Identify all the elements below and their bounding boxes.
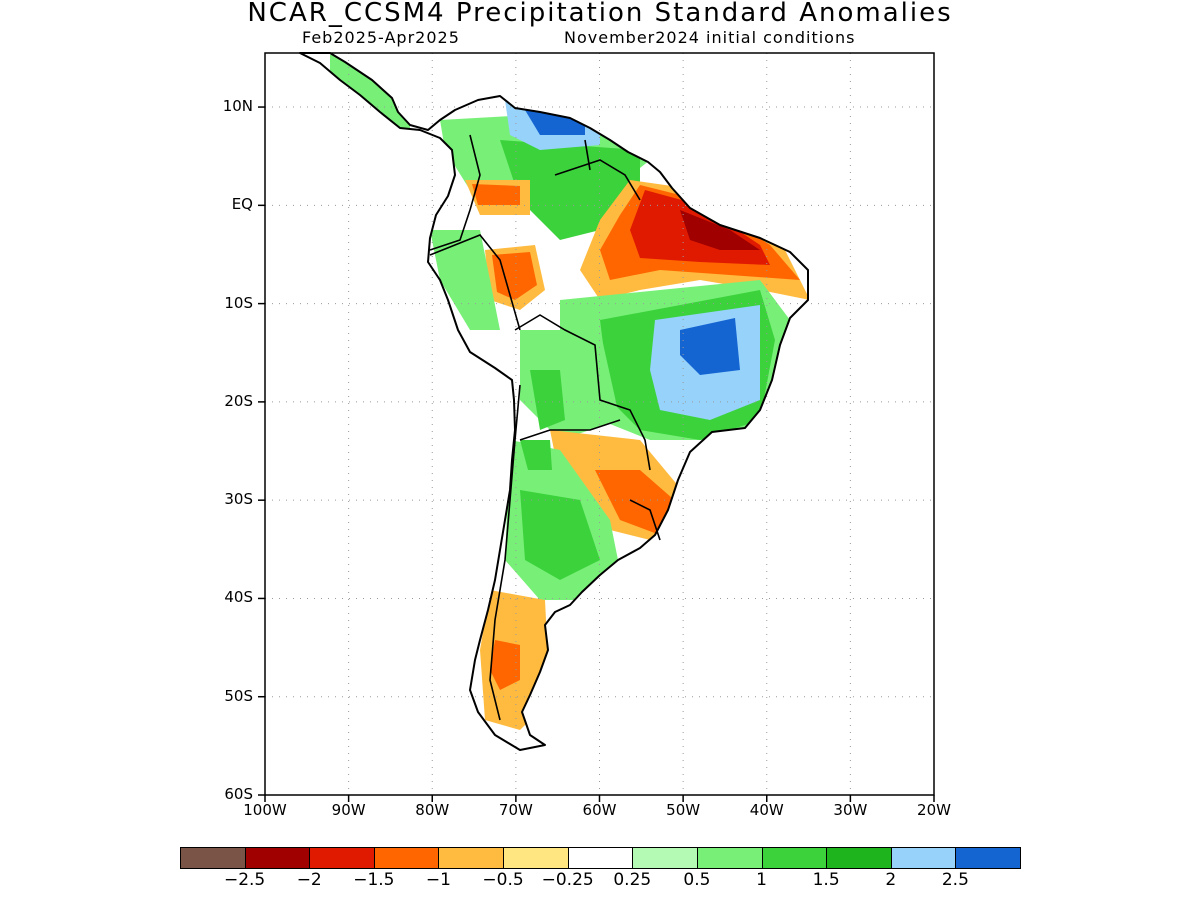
axis-ticks	[258, 106, 935, 802]
lon-tick-label: 100W	[243, 801, 287, 819]
legend-tick-label: −0.25	[541, 870, 594, 890]
lon-tick-label: 20W	[917, 801, 951, 819]
lat-tick-label: 40S	[224, 588, 253, 607]
lat-tick-label: 10S	[224, 293, 253, 312]
legend-tick-label: 1.5	[812, 870, 840, 890]
legend-tick-label: 0.25	[613, 870, 652, 890]
lat-tick-label: 30S	[224, 490, 253, 509]
legend-swatch	[244, 847, 311, 869]
lat-tick-label: 10N	[222, 97, 253, 116]
lat-tick-label: 60S	[224, 785, 253, 803]
legend-swatch	[826, 847, 892, 869]
legend-tick-label: 2	[885, 870, 897, 890]
lon-tick-label: 70W	[498, 801, 533, 819]
legend-tick-label: −0.5	[482, 870, 524, 890]
legend-tick-label: 2.5	[941, 870, 969, 890]
legend-swatch	[761, 847, 828, 869]
legend-swatch	[309, 847, 375, 869]
lon-tick-label: 80W	[415, 801, 450, 819]
anomaly-patches	[330, 55, 808, 730]
legend-swatch	[373, 847, 440, 869]
legend-tick-label: 1	[756, 870, 767, 890]
color-legend	[180, 847, 1021, 869]
lon-tick-label: 40W	[749, 801, 784, 819]
legend-swatch	[567, 847, 634, 869]
legend-swatch	[632, 847, 698, 869]
lon-tick-label: 50W	[666, 801, 701, 819]
legend-swatch	[180, 847, 246, 869]
forecast-period: Feb2025-Apr2025	[302, 28, 460, 47]
country-borders	[429, 134, 661, 721]
legend-swatch	[503, 847, 569, 869]
lat-tick-label: EQ	[231, 195, 253, 214]
legend-tick-label: −2.5	[223, 870, 266, 890]
initial-conditions: November2024 initial conditions	[564, 28, 856, 47]
map-title: NCAR_CCSM4 Precipitation Standard Anomal…	[247, 0, 953, 28]
lon-tick-label: 30W	[833, 801, 868, 819]
legend-swatch	[696, 847, 763, 869]
legend-tick-label: −2	[296, 870, 322, 890]
lon-tick-label: 90W	[331, 801, 366, 819]
lon-tick-label: 60W	[582, 801, 617, 819]
legend-tick-label: 0.5	[683, 870, 711, 890]
legend-tick-label: −1.5	[353, 870, 395, 890]
lat-tick-label: 50S	[224, 686, 253, 705]
legend-tick-label: −1	[425, 870, 451, 890]
lat-tick-label: 20S	[224, 391, 253, 410]
coastline	[299, 52, 809, 751]
legend-swatch	[955, 847, 1021, 869]
legend-swatch	[438, 847, 505, 869]
legend-swatch	[890, 847, 957, 869]
